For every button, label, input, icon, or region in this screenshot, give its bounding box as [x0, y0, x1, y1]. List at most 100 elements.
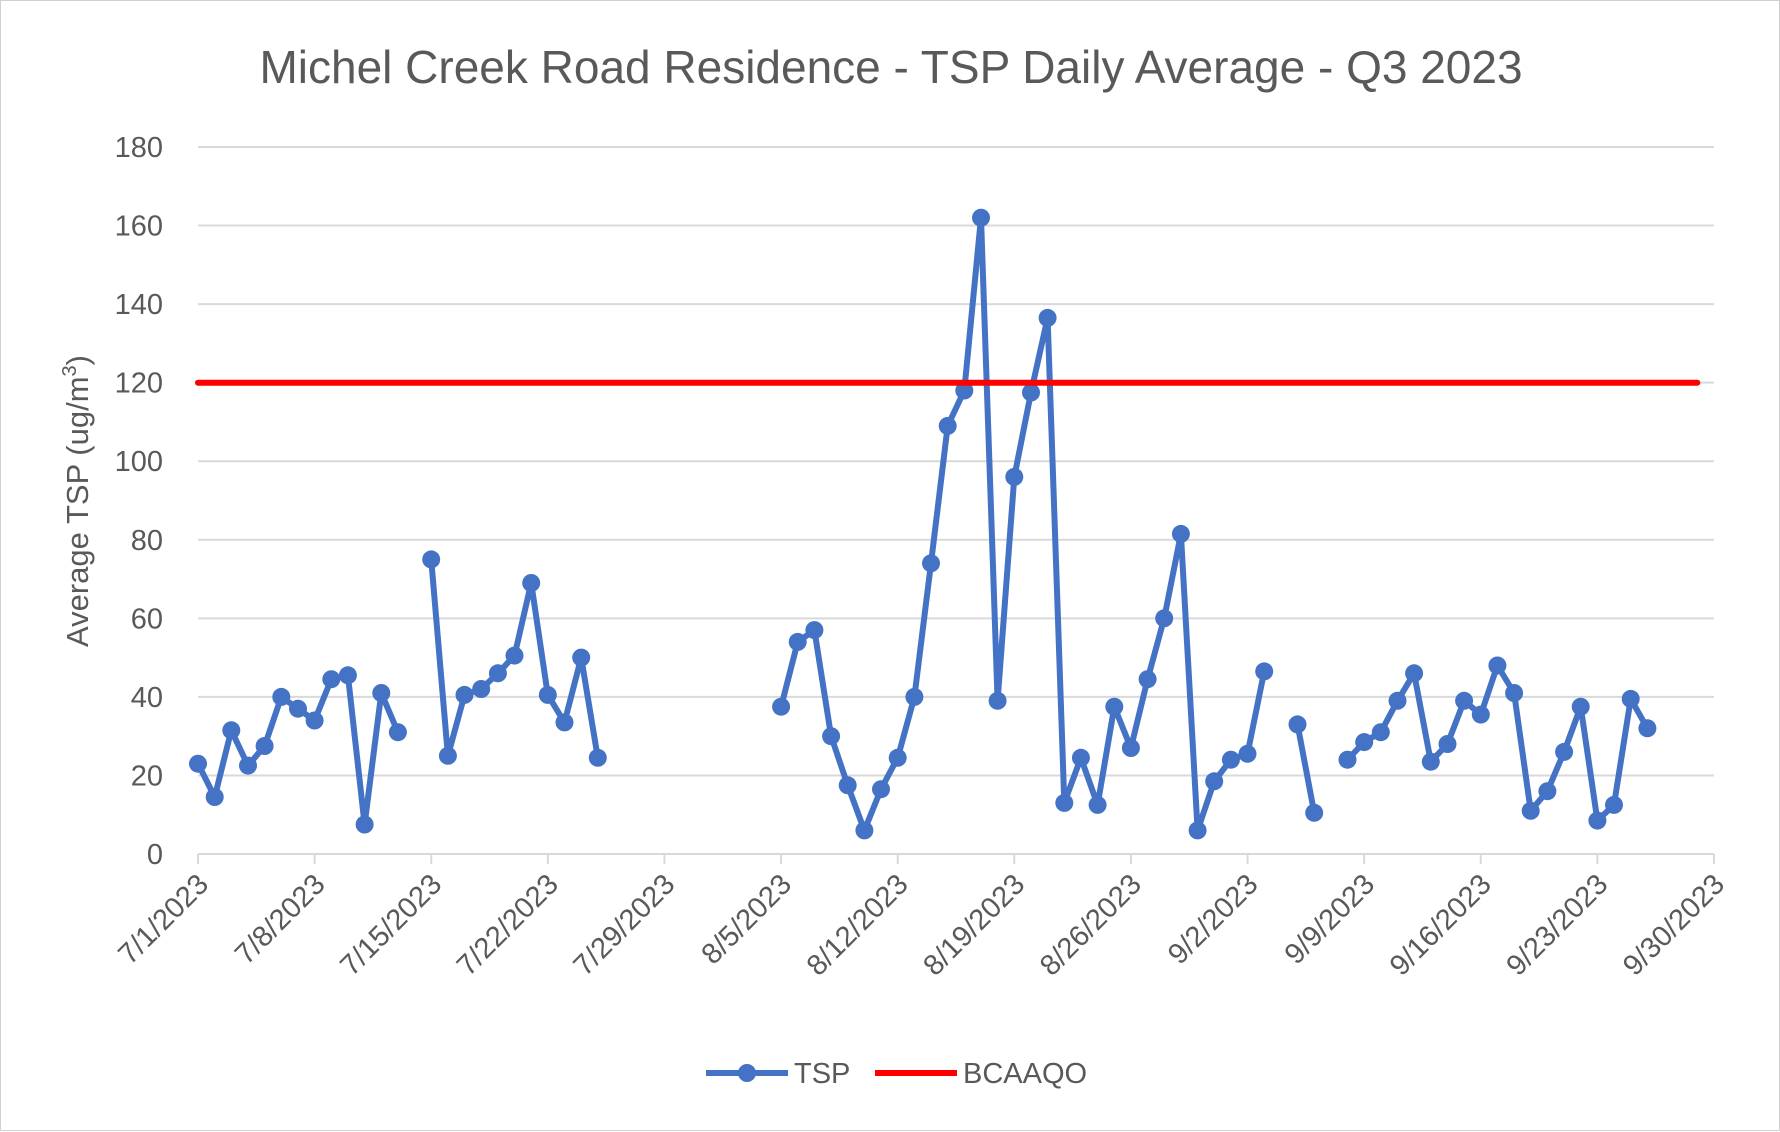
data-point [305, 711, 324, 730]
x-tick-label: 9/30/2023 [1617, 868, 1731, 982]
data-point [222, 721, 241, 740]
data-point [472, 680, 491, 698]
data-point [1605, 795, 1623, 814]
data-point [272, 687, 291, 706]
x-tick-label: 8/26/2023 [1034, 868, 1148, 982]
y-tick-label: 160 [115, 211, 163, 243]
data-point [522, 574, 541, 592]
data-point [905, 687, 924, 706]
data-point [1221, 750, 1240, 769]
legend-item-bcaaqo: BCAAQO [875, 1058, 1087, 1090]
y-tick-label: 100 [115, 446, 163, 478]
x-tick-label: 9/9/2023 [1279, 868, 1381, 970]
data-point [1171, 524, 1190, 543]
data-point [189, 754, 207, 773]
y-tick-label: 80 [131, 525, 163, 557]
data-point [355, 815, 374, 834]
data-point [1338, 750, 1357, 769]
legend: TSP BCAAQO [706, 1058, 1087, 1090]
data-point [1155, 609, 1174, 628]
data-series [189, 208, 1701, 840]
x-tick-label: 9/23/2023 [1500, 868, 1614, 982]
x-tick-label: 9/16/2023 [1384, 868, 1498, 982]
y-axis-label-superscript: 3 [59, 365, 81, 376]
data-point [488, 664, 507, 683]
data-point [555, 713, 574, 732]
data-point [1388, 691, 1407, 710]
data-point [772, 697, 791, 716]
y-tick-label: 20 [131, 760, 163, 792]
y-tick-label: 140 [115, 289, 163, 321]
data-point [972, 208, 990, 227]
data-point [1305, 803, 1324, 822]
x-tick-label: 7/1/2023 [112, 868, 214, 970]
x-tick-label: 8/12/2023 [801, 868, 915, 982]
y-tick-label: 0 [147, 839, 163, 871]
x-tick-label: 7/29/2023 [568, 868, 682, 982]
data-point [888, 748, 907, 767]
data-point [588, 748, 607, 767]
data-point [788, 632, 807, 651]
data-point [1255, 662, 1274, 681]
data-point [1022, 383, 1040, 402]
data-point [1288, 715, 1307, 734]
data-point [1005, 467, 1024, 486]
data-point [838, 776, 857, 795]
x-tick-label: 7/15/2023 [334, 868, 448, 982]
data-point [1138, 670, 1157, 689]
chart-title: Michel Creek Road Residence - TSP Daily … [259, 41, 1522, 93]
data-point [872, 780, 890, 799]
gridlines [198, 146, 1714, 855]
data-point [855, 821, 874, 840]
data-point [422, 550, 441, 569]
data-point [1238, 744, 1257, 763]
data-point [955, 381, 974, 400]
data-point [289, 699, 307, 718]
data-point [1588, 811, 1607, 830]
data-point [1621, 689, 1640, 708]
data-point [1071, 748, 1090, 767]
data-point [322, 670, 341, 689]
data-point [988, 691, 1007, 710]
data-point [1205, 772, 1224, 791]
data-point [1371, 723, 1390, 742]
data-point [205, 788, 224, 806]
data-point [805, 621, 824, 640]
y-axis-label-close: ) [60, 355, 95, 365]
y-tick-label: 40 [131, 682, 163, 714]
data-point [1421, 752, 1440, 771]
series-line [778, 214, 1268, 834]
data-point [1538, 782, 1557, 801]
data-point [1505, 684, 1524, 702]
data-point [1438, 735, 1457, 753]
x-tick-label: 9/2/2023 [1162, 868, 1264, 970]
y-tick-label: 120 [115, 368, 163, 400]
legend-label: TSP [794, 1058, 850, 1090]
data-point [1405, 664, 1424, 683]
data-point [1488, 656, 1507, 675]
x-tick-label: 7/22/2023 [451, 868, 565, 982]
legend-marker [738, 1064, 756, 1082]
data-point [1188, 821, 1207, 840]
data-point [455, 685, 474, 704]
data-point [572, 648, 591, 667]
data-point [388, 723, 407, 742]
data-point [1638, 719, 1657, 738]
y-axis-ticks: 0 20 40 60 80 100 120 140 160 180 [115, 132, 163, 871]
data-point [338, 666, 357, 685]
data-point [1521, 801, 1540, 820]
series-tsp [189, 208, 1657, 840]
data-point [438, 746, 457, 765]
x-tick-label: 7/8/2023 [229, 868, 331, 970]
series-line [1344, 662, 1651, 824]
data-point [1455, 691, 1474, 710]
data-point [1055, 793, 1074, 812]
x-axis: 7/1/2023 7/8/2023 7/15/2023 7/22/2023 7/29/2… [112, 854, 1731, 982]
data-point [938, 416, 957, 435]
legend-item-tsp: TSP [706, 1058, 850, 1090]
data-point [505, 646, 524, 665]
y-axis-label-text: Average TSP (ug/m [60, 376, 95, 647]
data-point [1555, 742, 1574, 761]
